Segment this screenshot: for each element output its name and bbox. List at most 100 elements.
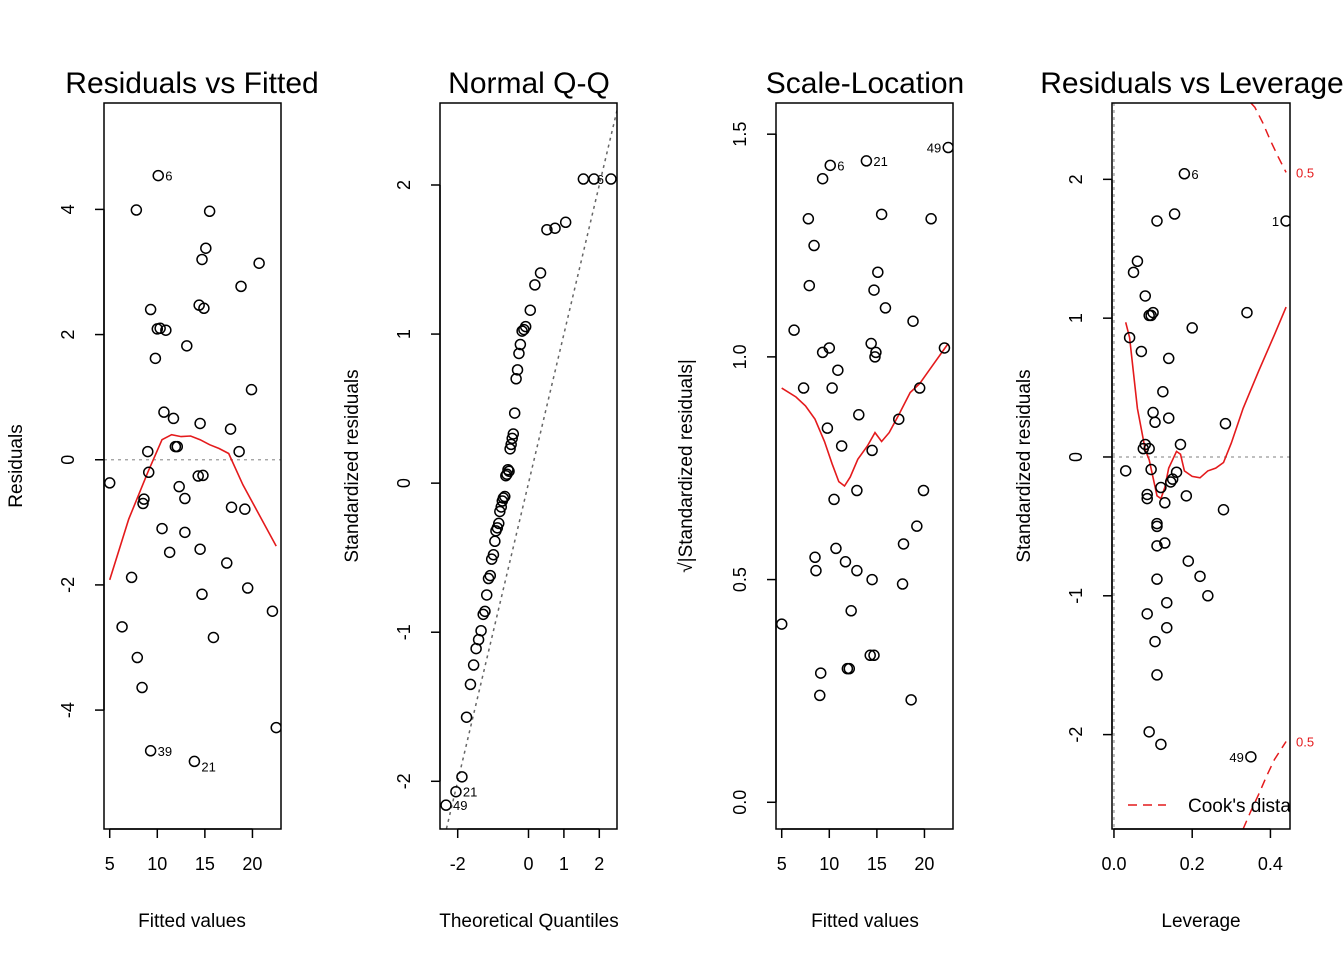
data-point xyxy=(154,322,166,335)
data-point xyxy=(1186,322,1198,334)
data-point xyxy=(502,463,514,476)
data-point xyxy=(1131,255,1144,267)
data-point xyxy=(821,422,834,434)
data-point xyxy=(475,624,487,637)
data-point xyxy=(1162,412,1175,424)
y-tick-label: 0 xyxy=(1066,452,1086,462)
y-tick-label: 2 xyxy=(394,180,414,190)
data-point xyxy=(866,573,878,586)
panel-title: Residuals vs Fitted xyxy=(65,67,318,100)
y-tick-label: -2 xyxy=(394,773,414,789)
data-point xyxy=(845,605,857,617)
y-tick-label: 1.5 xyxy=(730,122,750,147)
data-point xyxy=(907,315,919,327)
data-point xyxy=(513,347,525,360)
x-axis-label: Fitted values xyxy=(138,911,246,932)
data-point xyxy=(824,159,836,172)
data-point xyxy=(142,466,155,479)
data-point xyxy=(1159,497,1171,509)
data-point xyxy=(1119,465,1132,477)
data-point xyxy=(253,257,265,269)
data-point xyxy=(776,618,788,630)
data-point xyxy=(830,542,842,555)
data-point xyxy=(814,689,826,702)
y-tick-label: -4 xyxy=(58,702,78,718)
data-point xyxy=(104,477,116,489)
x-axis-label: Theoretical Quantiles xyxy=(439,911,619,932)
x-tick-label: -2 xyxy=(450,854,466,874)
data-point xyxy=(1151,573,1163,585)
plot-frame xyxy=(439,102,618,830)
data-point xyxy=(1168,208,1181,220)
point-label: 6 xyxy=(837,158,844,173)
data-point xyxy=(905,694,917,706)
data-point xyxy=(149,352,162,365)
data-point xyxy=(875,208,888,221)
data-point xyxy=(487,548,500,561)
data-point xyxy=(1164,476,1177,488)
data-point xyxy=(200,242,212,254)
plot-frame xyxy=(1111,102,1291,830)
data-point xyxy=(1141,492,1153,505)
data-point xyxy=(851,484,863,497)
data-point xyxy=(181,340,193,352)
y-tick-label: -2 xyxy=(1066,727,1086,743)
data-point xyxy=(843,662,856,675)
data-point xyxy=(853,409,865,421)
y-tick-label: 2 xyxy=(58,330,78,340)
data-point xyxy=(577,173,590,185)
data-point xyxy=(270,721,281,734)
point-label: 49 xyxy=(453,798,467,813)
data-point xyxy=(872,266,884,279)
data-point xyxy=(534,267,547,279)
data-point xyxy=(440,799,452,811)
data-point xyxy=(1159,537,1171,549)
data-point xyxy=(1149,416,1161,429)
data-point xyxy=(1155,738,1167,751)
cooks-contour-label: 0.5 xyxy=(1296,165,1314,180)
x-axis: -2 0 1 2 xyxy=(450,828,604,874)
data-point xyxy=(893,413,905,425)
panel-title: Normal Q-Q xyxy=(448,67,610,100)
data-point xyxy=(1147,306,1159,319)
data-point xyxy=(196,588,208,601)
data-point xyxy=(1127,266,1140,279)
y-axis-label: √|Standardized residuals| xyxy=(676,359,697,573)
x-axis: 0.0 0.2 0.4 xyxy=(1101,828,1283,874)
data-point xyxy=(896,578,909,590)
x-tick-label: 0.2 xyxy=(1180,854,1205,874)
data-point xyxy=(158,406,170,418)
data-point xyxy=(869,351,881,363)
data-point xyxy=(131,651,144,664)
y-tick-label: 4 xyxy=(58,204,78,214)
data-point xyxy=(188,755,201,768)
data-point xyxy=(497,492,510,504)
data-point xyxy=(851,564,863,577)
data-point xyxy=(507,428,520,440)
data-point xyxy=(171,440,184,453)
data-point xyxy=(479,605,491,618)
data-point xyxy=(925,213,937,225)
data-point xyxy=(897,538,910,550)
data-point xyxy=(832,364,844,376)
data-point xyxy=(156,522,168,535)
data-point xyxy=(493,517,505,530)
y-axis: 0.0 0.5 1.0 1.5 xyxy=(730,122,777,815)
data-point xyxy=(1123,331,1136,344)
data-point xyxy=(917,484,930,497)
x-axis: 5 10 15 20 xyxy=(777,828,934,874)
data-point xyxy=(865,337,877,350)
data-point xyxy=(460,711,473,723)
data-point xyxy=(868,649,880,662)
data-point xyxy=(194,543,206,555)
data-point xyxy=(1143,442,1155,455)
data-point xyxy=(489,535,501,548)
data-point xyxy=(144,745,157,757)
data-point xyxy=(529,279,541,291)
panel-3: Scale-Location 6 21 49 5 10 15 20 0.0 0.5 1.0 1.5 Fi… xyxy=(676,67,964,932)
data-point xyxy=(241,582,254,594)
data-point xyxy=(913,382,926,394)
x-tick-label: 0 xyxy=(523,854,533,874)
data-point xyxy=(499,490,511,503)
